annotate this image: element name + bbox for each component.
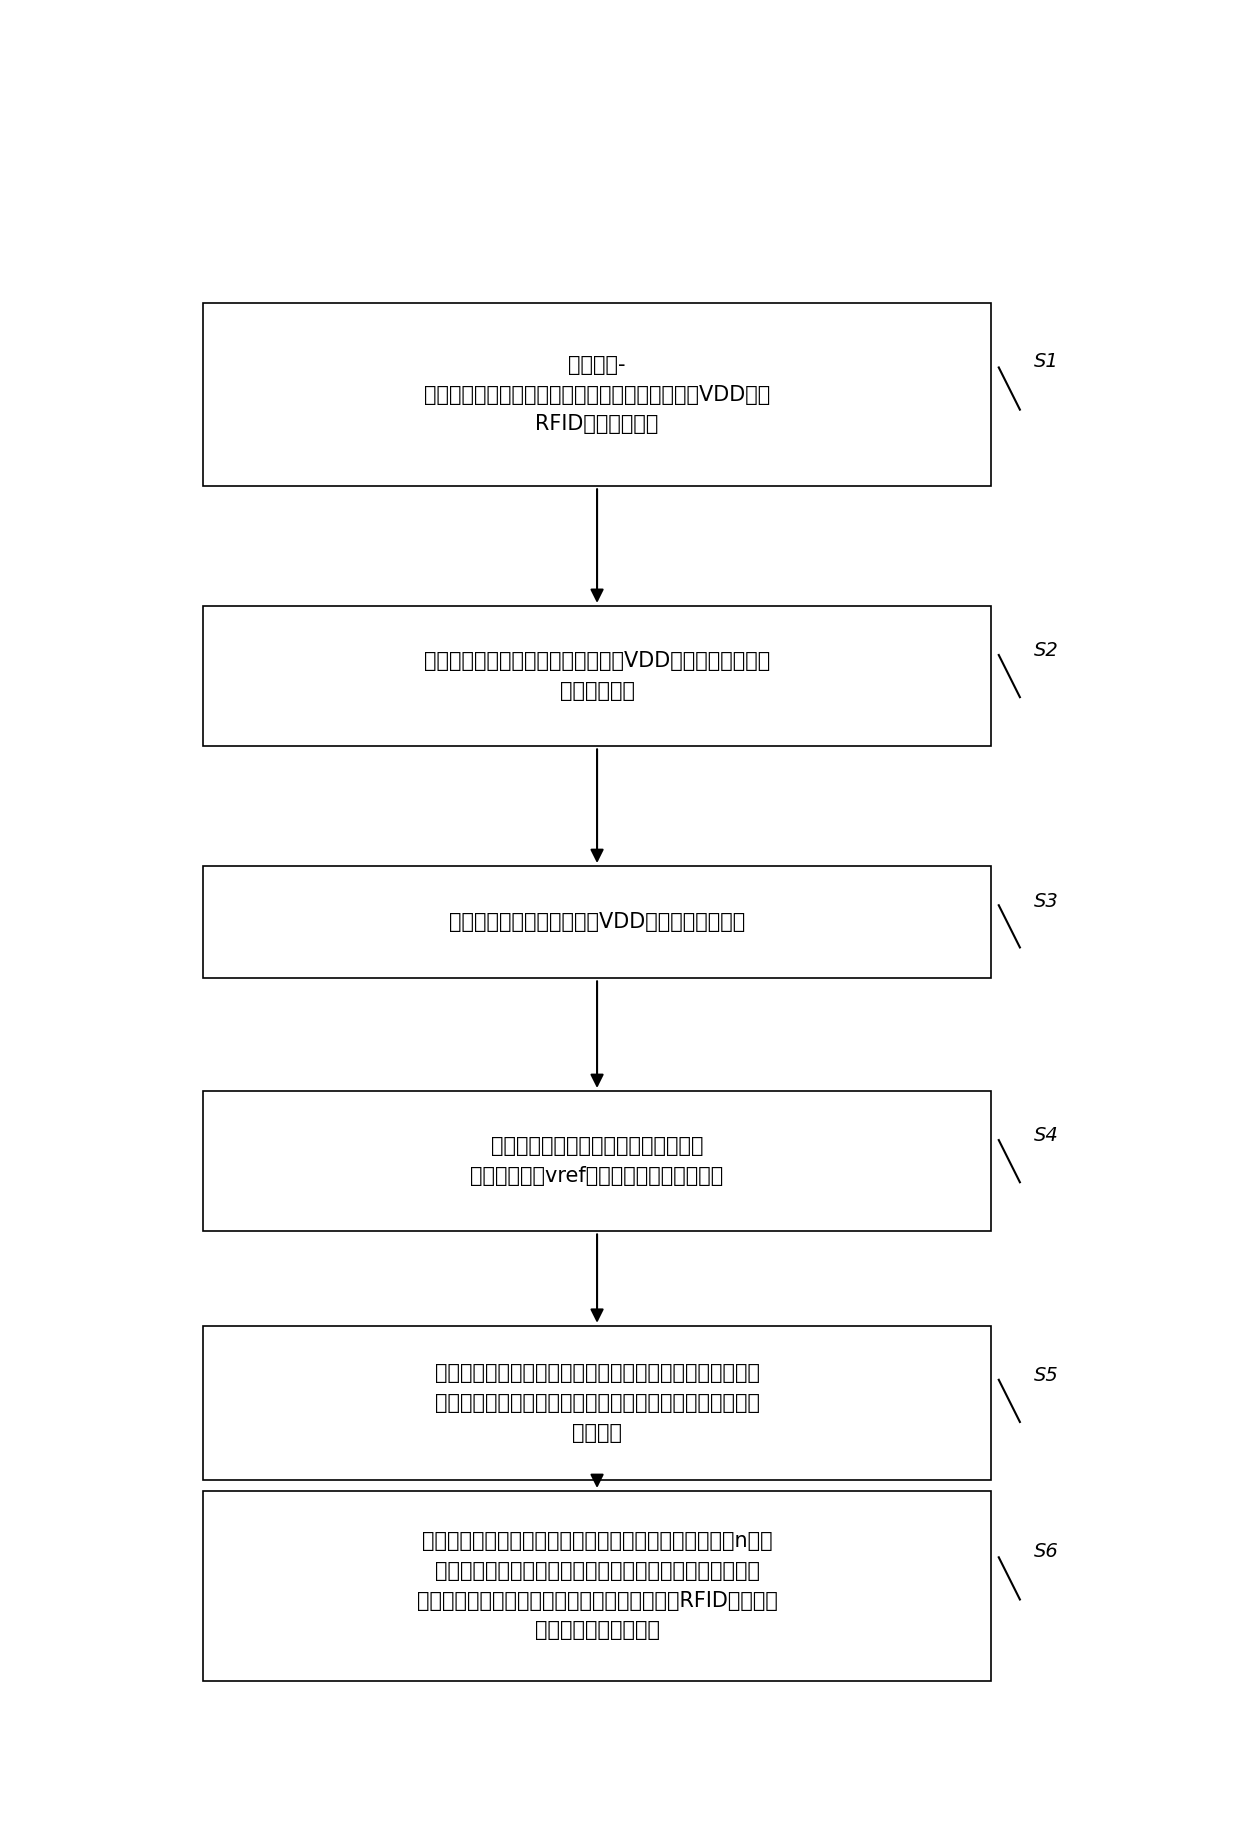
Text: S6: S6	[1034, 1543, 1059, 1561]
Text: 利用一上电复位电路在所述直流电压VDD高于一额定电压时
产生复位信号: 利用一上电复位电路在所述直流电压VDD高于一额定电压时 产生复位信号	[424, 652, 770, 701]
Text: S3: S3	[1034, 893, 1059, 911]
Text: 利用所述数字循环控制电路在所述使能信号的控制下输出n个控
制信号至电容阵列，以选择性接通所述电容阵列的某一电容
支路以改变电路的阻抗，并在扫描到某值导致该RFI: 利用所述数字循环控制电路在所述使能信号的控制下输出n个控 制信号至电容阵列，以选…	[417, 1532, 777, 1640]
Bar	[203, 303, 991, 486]
Bar	[203, 1090, 991, 1231]
Text: 利用一比较器将所述分压电路输出的分
压与参考电压vref进行比较得到一比较输出: 利用一比较器将所述分压电路输出的分 压与参考电压vref进行比较得到一比较输出	[470, 1136, 724, 1185]
Text: S5: S5	[1034, 1366, 1059, 1384]
Bar	[203, 1490, 991, 1680]
Text: 利用一分压电路对直流电压VDD进行采样得到分压: 利用一分压电路对直流电压VDD进行采样得到分压	[449, 913, 745, 931]
Text: S4: S4	[1034, 1127, 1059, 1145]
Bar	[203, 606, 991, 747]
Bar	[203, 866, 991, 979]
Text: 利用交流-
直流转换器将天线接收的无线信号转换为直流电压VDD供给
RFID标签芯片工作: 利用交流- 直流转换器将天线接收的无线信号转换为直流电压VDD供给 RFID标签…	[424, 356, 770, 435]
Text: S2: S2	[1034, 641, 1059, 661]
Text: 利用一与门将所述比较器的比较输出与所述上电复位电路的
复位信号进行逻辑与运算得到控制数字循环控制电路工作的
使能信号: 利用一与门将所述比较器的比较输出与所述上电复位电路的 复位信号进行逻辑与运算得到…	[434, 1364, 760, 1443]
Text: S1: S1	[1034, 352, 1059, 371]
Bar	[203, 1326, 991, 1481]
